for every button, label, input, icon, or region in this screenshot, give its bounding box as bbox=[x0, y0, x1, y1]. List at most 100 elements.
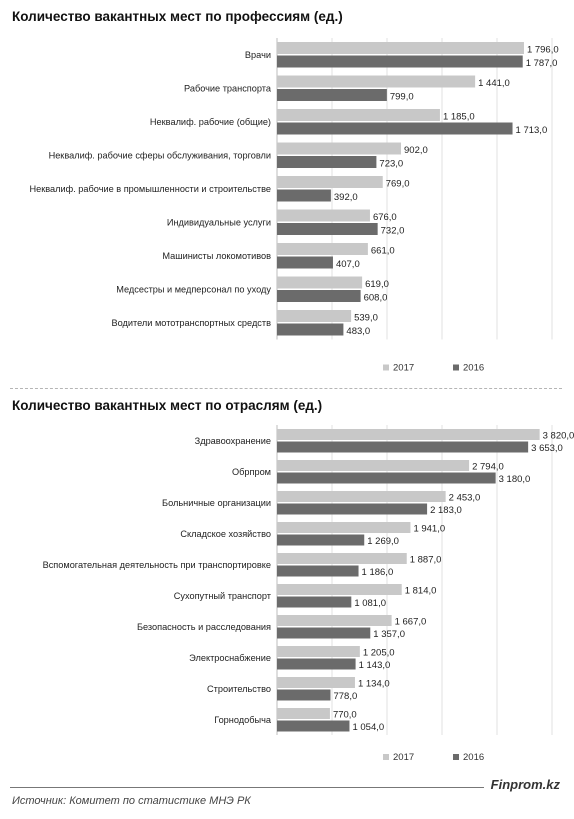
bar-2017 bbox=[277, 310, 352, 322]
category-label: Больничные организации bbox=[162, 498, 271, 508]
legend-swatch bbox=[383, 754, 389, 760]
bar-2017 bbox=[277, 460, 470, 471]
data-label: 1 713,0 bbox=[516, 125, 548, 136]
data-label: 1 054,0 bbox=[352, 722, 384, 733]
data-label: 1 269,0 bbox=[367, 536, 399, 547]
bar-2017 bbox=[277, 109, 440, 121]
legend-swatch bbox=[453, 754, 459, 760]
bar-2016 bbox=[277, 89, 387, 101]
legend-swatch bbox=[383, 364, 389, 371]
category-label: Рабочие транспорта bbox=[184, 84, 272, 94]
bar-2016 bbox=[277, 565, 359, 577]
data-label: 1 796,0 bbox=[527, 44, 559, 55]
data-label: 1 941,0 bbox=[413, 523, 445, 534]
bar-2016 bbox=[277, 441, 529, 453]
bar-2016 bbox=[277, 122, 513, 135]
data-label: 1 134,0 bbox=[358, 678, 390, 689]
data-label: 539,0 bbox=[354, 312, 378, 323]
bar-2016 bbox=[277, 323, 344, 336]
category-label: Сухопутный транспорт bbox=[174, 591, 272, 601]
data-label: 902,0 bbox=[404, 145, 428, 156]
category-label: Врачи bbox=[245, 50, 271, 60]
legend-label: 2017 bbox=[393, 363, 414, 374]
data-label: 1 205,0 bbox=[363, 647, 395, 658]
chart-title-professions: Количество вакантных мест по профессиям … bbox=[12, 9, 343, 24]
bar-2016 bbox=[277, 256, 333, 269]
professions-bar-chart: Врачи 1 796,0 1 787,0 Рабочие транспорта 1 4… bbox=[30, 38, 559, 374]
category-label: Медсестры и медперсонал по уходу bbox=[116, 285, 271, 295]
data-label: 3 653,0 bbox=[531, 443, 563, 454]
data-label: 1 667,0 bbox=[395, 616, 427, 627]
category-label: Неквалиф. рабочие в промышленности и стр… bbox=[30, 184, 272, 194]
source-note: Источник: Комитет по статистике МНЭ РК bbox=[12, 795, 251, 807]
data-label: 407,0 bbox=[336, 259, 360, 270]
category-label: Неквалиф. рабочие (общие) bbox=[150, 117, 271, 127]
data-label: 3 180,0 bbox=[499, 474, 531, 485]
bar-2016 bbox=[277, 189, 331, 202]
bar-2016 bbox=[277, 627, 371, 639]
chart-title-industries: Количество вакантных мест по отраслям (е… bbox=[12, 398, 323, 413]
category-label: Безопасность и расследования bbox=[137, 622, 271, 632]
data-label: 1 787,0 bbox=[526, 58, 558, 69]
data-label: 769,0 bbox=[386, 178, 410, 189]
bar-2016 bbox=[277, 55, 523, 68]
legend-swatch bbox=[453, 364, 459, 371]
section-divider bbox=[10, 388, 562, 389]
data-label: 1 357,0 bbox=[373, 629, 405, 640]
data-label: 3 820,0 bbox=[543, 430, 574, 441]
data-label: 392,0 bbox=[334, 192, 358, 203]
category-label: Горнодобыча bbox=[214, 715, 272, 725]
bar-2016 bbox=[277, 156, 377, 168]
bar-2017 bbox=[277, 142, 402, 155]
industries-bar-chart: Здравоохранение 3 820,0 3 653,0 Обрпром 2 79… bbox=[43, 425, 574, 763]
data-label: 799,0 bbox=[390, 91, 414, 102]
data-label: 770,0 bbox=[333, 709, 357, 720]
data-label: 1 441,0 bbox=[478, 78, 510, 89]
category-label: Обрпром bbox=[232, 467, 271, 477]
bar-2017 bbox=[277, 646, 360, 657]
bar-2017 bbox=[277, 708, 330, 719]
category-label: Индивидуальные услуги bbox=[167, 218, 271, 228]
bar-2016 bbox=[277, 689, 331, 701]
bar-2017 bbox=[277, 209, 370, 222]
category-label: Водители мототранспортных средств bbox=[112, 318, 272, 328]
data-label: 661,0 bbox=[371, 245, 395, 256]
data-label: 732,0 bbox=[381, 225, 405, 236]
data-label: 1 143,0 bbox=[359, 660, 391, 671]
bar-2016 bbox=[277, 720, 350, 732]
category-label: Электроснабжение bbox=[189, 653, 271, 663]
bar-2016 bbox=[277, 290, 361, 302]
bar-2017 bbox=[277, 522, 411, 533]
category-label: Вспомогательная деятельность при транспо… bbox=[43, 560, 271, 570]
data-label: 2 453,0 bbox=[449, 492, 481, 503]
bar-2016 bbox=[277, 534, 365, 546]
data-label: 1 814,0 bbox=[405, 585, 437, 596]
data-label: 1 185,0 bbox=[443, 111, 475, 122]
bar-2017 bbox=[277, 553, 407, 564]
category-label: Машинисты локомотивов bbox=[162, 251, 271, 261]
legend-label: 2016 bbox=[463, 752, 484, 763]
bar-2016 bbox=[277, 472, 496, 484]
data-label: 2 183,0 bbox=[430, 505, 462, 516]
data-label: 1 081,0 bbox=[354, 598, 386, 609]
bar-2017 bbox=[277, 75, 476, 88]
legend-label: 2017 bbox=[393, 752, 414, 763]
legend-label: 2016 bbox=[463, 363, 484, 374]
bar-2016 bbox=[277, 503, 428, 515]
bar-2017 bbox=[277, 429, 540, 440]
bar-2017 bbox=[277, 615, 392, 626]
data-label: 1 186,0 bbox=[362, 567, 394, 578]
data-label: 619,0 bbox=[365, 279, 389, 290]
data-label: 723,0 bbox=[379, 158, 403, 169]
data-label: 608,0 bbox=[364, 292, 388, 303]
data-label: 778,0 bbox=[333, 691, 357, 702]
category-label: Неквалиф. рабочие сферы обслуживания, то… bbox=[49, 151, 271, 161]
category-label: Строительство bbox=[207, 684, 271, 694]
data-label: 676,0 bbox=[373, 212, 397, 223]
category-label: Здравоохранение bbox=[195, 436, 271, 446]
bar-2016 bbox=[277, 658, 356, 670]
category-label: Складское хозяйство bbox=[180, 529, 271, 539]
data-label: 483,0 bbox=[346, 326, 370, 337]
bar-2017 bbox=[277, 584, 402, 595]
bar-2016 bbox=[277, 596, 352, 608]
